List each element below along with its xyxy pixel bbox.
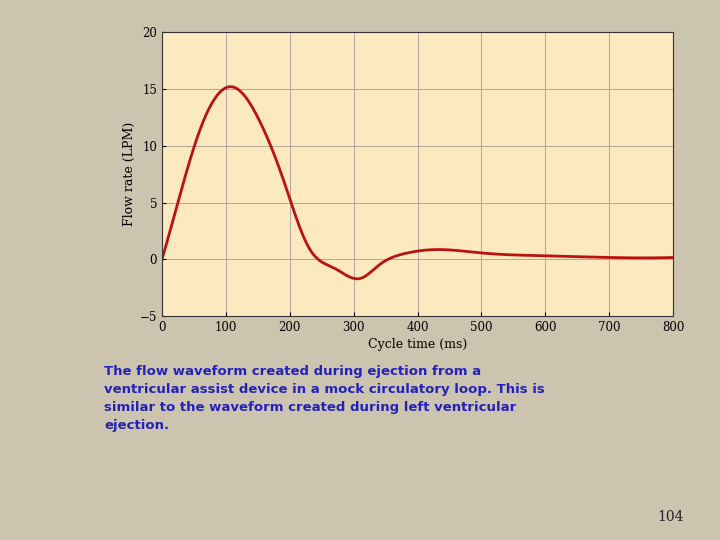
- Text: 104: 104: [657, 510, 684, 524]
- Text: The flow waveform created during ejection from a
ventricular assist device in a : The flow waveform created during ejectio…: [104, 364, 545, 431]
- X-axis label: Cycle time (ms): Cycle time (ms): [368, 338, 467, 351]
- Y-axis label: Flow rate (LPM): Flow rate (LPM): [122, 122, 135, 226]
